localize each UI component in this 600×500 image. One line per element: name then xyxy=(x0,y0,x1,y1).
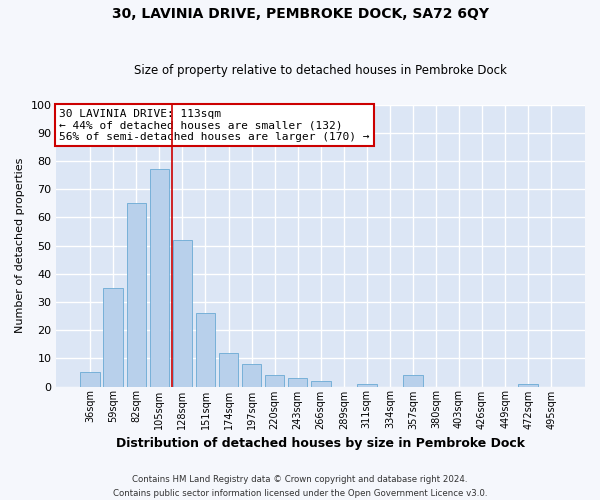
Title: Size of property relative to detached houses in Pembroke Dock: Size of property relative to detached ho… xyxy=(134,64,507,77)
Bar xyxy=(357,384,377,386)
Bar xyxy=(265,375,284,386)
Text: Contains HM Land Registry data © Crown copyright and database right 2024.
Contai: Contains HM Land Registry data © Crown c… xyxy=(113,476,487,498)
Text: 30 LAVINIA DRIVE: 113sqm
← 44% of detached houses are smaller (132)
56% of semi-: 30 LAVINIA DRIVE: 113sqm ← 44% of detach… xyxy=(59,109,370,142)
Bar xyxy=(288,378,307,386)
Y-axis label: Number of detached properties: Number of detached properties xyxy=(15,158,25,333)
X-axis label: Distribution of detached houses by size in Pembroke Dock: Distribution of detached houses by size … xyxy=(116,437,525,450)
Bar xyxy=(173,240,192,386)
Bar xyxy=(219,352,238,386)
Bar xyxy=(311,381,331,386)
Bar xyxy=(103,288,123,386)
Bar xyxy=(196,313,215,386)
Bar xyxy=(127,203,146,386)
Bar xyxy=(403,375,422,386)
Text: 30, LAVINIA DRIVE, PEMBROKE DOCK, SA72 6QY: 30, LAVINIA DRIVE, PEMBROKE DOCK, SA72 6… xyxy=(112,8,488,22)
Bar xyxy=(149,170,169,386)
Bar xyxy=(242,364,262,386)
Bar xyxy=(80,372,100,386)
Bar xyxy=(518,384,538,386)
